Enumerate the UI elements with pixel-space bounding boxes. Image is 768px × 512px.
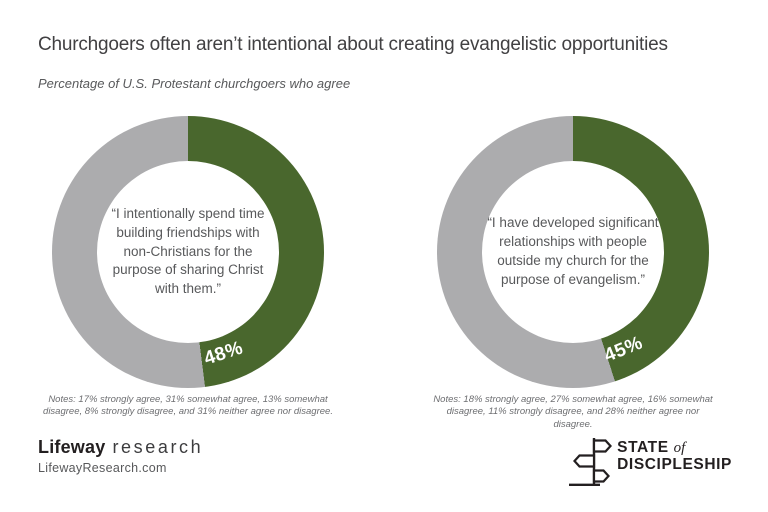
subtitle: Percentage of U.S. Protestant churchgoer… [38, 76, 351, 91]
donut-chart-friendships: “I intentionally spend time building fri… [52, 116, 324, 388]
logo-word-of: of [673, 440, 686, 456]
notes-relationships: Notes: 18% strongly agree, 27% somewhat … [433, 394, 713, 430]
brand-url: LifewayResearch.com [38, 461, 167, 475]
signpost-icon [567, 436, 613, 488]
state-of-discipleship-wordmark: STATE of DISCIPLESHIP [617, 436, 732, 473]
quote-relationships: “I have developed significant relationsh… [487, 215, 659, 287]
brand-light-text: research [112, 437, 204, 457]
brand-bold-text: Lifeway [38, 437, 106, 457]
donut-chart-relationships: “I have developed significant relationsh… [437, 116, 709, 388]
donut-hole: “I intentionally spend time building fri… [97, 161, 279, 343]
lifeway-research-wordmark: Lifeway research [38, 437, 203, 458]
page-title: Churchgoers often aren’t intentional abo… [38, 34, 668, 55]
notes-friendships: Notes: 17% strongly agree, 31% somewhat … [43, 394, 333, 418]
logo-word-discipleship: DISCIPLESHIP [617, 455, 732, 473]
quote-friendships: “I intentionally spend time building fri… [111, 205, 265, 297]
state-of-discipleship-logo: STATE of DISCIPLESHIP [567, 436, 732, 488]
logo-word-state: STATE [617, 439, 669, 456]
donut-hole: “I have developed significant relationsh… [482, 161, 664, 343]
lifeway-research-logo: Lifeway research LifewayResearch.com [38, 437, 203, 475]
